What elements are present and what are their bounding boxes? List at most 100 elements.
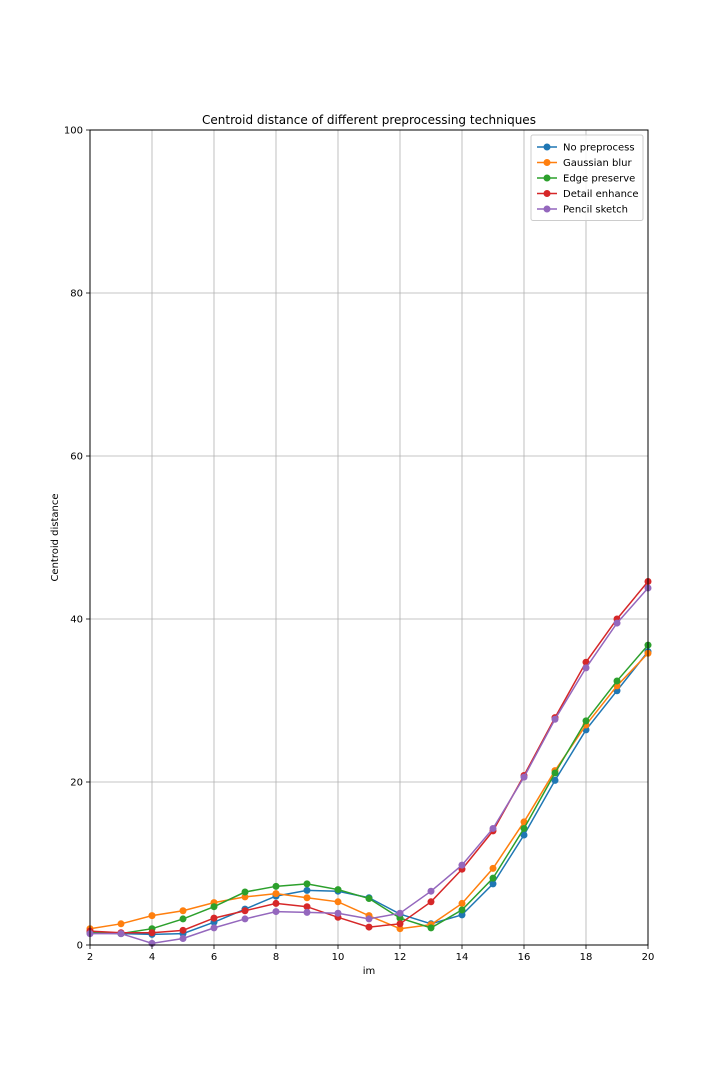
data-point — [272, 908, 280, 916]
legend-item: Detail enhance — [537, 189, 639, 200]
data-point — [365, 923, 373, 931]
data-point — [427, 924, 435, 932]
data-point — [613, 677, 621, 685]
legend-label: Pencil sketch — [563, 205, 628, 216]
data-point — [117, 920, 125, 928]
data-point — [303, 880, 311, 888]
series-gaussian-blur — [86, 649, 652, 933]
data-point — [489, 864, 497, 872]
x-tick-label: 12 — [394, 952, 407, 963]
x-axis-label: im — [363, 966, 376, 977]
data-point — [458, 861, 466, 869]
data-point — [551, 769, 559, 777]
legend-item: Pencil sketch — [537, 205, 628, 216]
legend-item: Edge preserve — [537, 174, 635, 185]
legend-marker — [543, 190, 551, 197]
y-tick-label: 100 — [64, 126, 83, 137]
data-point — [458, 911, 466, 919]
data-point — [241, 907, 249, 915]
legend-item: Gaussian blur — [537, 158, 633, 169]
data-point — [272, 890, 280, 898]
data-point — [179, 934, 187, 942]
data-point — [427, 887, 435, 895]
series-line — [89, 652, 649, 930]
data-point — [520, 818, 528, 826]
data-point — [179, 907, 187, 915]
x-tick-label: 10 — [332, 952, 345, 963]
axis-ticks: 2 4 6 8 10 12 14 16 18 20 0 20 40 60 80 100 — [64, 126, 654, 964]
data-point — [551, 715, 559, 723]
data-point — [210, 903, 218, 911]
series-line — [89, 651, 649, 936]
series-lines — [86, 578, 652, 947]
legend-label: No preprocess — [563, 143, 635, 154]
legend-marker — [543, 205, 551, 213]
data-point — [489, 880, 497, 888]
legend-box — [530, 134, 644, 221]
data-point — [303, 894, 311, 902]
data-point — [551, 776, 559, 784]
data-point — [365, 895, 373, 903]
legend-label: Edge preserve — [563, 174, 635, 185]
data-point — [582, 717, 590, 725]
data-point — [303, 903, 311, 911]
data-point — [520, 831, 528, 839]
data-point — [489, 874, 497, 882]
legend-item: No preprocess — [537, 143, 635, 154]
data-point — [396, 914, 404, 922]
y-tick-label: 0 — [77, 941, 83, 952]
data-point — [582, 664, 590, 672]
data-point — [148, 912, 156, 920]
legend-label: Gaussian blur — [563, 158, 633, 169]
data-point — [396, 909, 404, 917]
series-pencil-sketch — [86, 584, 652, 947]
data-point — [520, 773, 528, 781]
data-point — [427, 898, 435, 906]
data-point — [210, 924, 218, 932]
data-point — [303, 886, 311, 894]
data-point — [396, 925, 404, 933]
y-axis-label: Centroid distance — [50, 493, 61, 581]
x-tick-label: 2 — [87, 952, 93, 963]
data-point — [210, 914, 218, 922]
data-point — [334, 909, 342, 917]
plot-frame — [89, 129, 649, 946]
x-tick-label: 6 — [211, 952, 217, 963]
data-point — [272, 899, 280, 907]
x-tick-label: 18 — [580, 952, 593, 963]
grid — [89, 129, 649, 946]
x-tick-label: 20 — [642, 952, 655, 963]
x-tick-label: 4 — [149, 952, 155, 963]
data-point — [396, 920, 404, 928]
data-point — [458, 906, 466, 914]
series-detail-enhance — [86, 578, 652, 937]
data-point — [365, 915, 373, 923]
x-tick-label: 14 — [456, 952, 469, 963]
series-edge-preserve — [86, 641, 652, 938]
data-point — [148, 929, 156, 937]
series-line — [89, 644, 649, 935]
data-point — [334, 886, 342, 894]
chart-title: Centroid distance of different preproces… — [202, 113, 536, 127]
data-point — [489, 824, 497, 832]
data-point — [303, 908, 311, 916]
legend-label: Detail enhance — [563, 189, 639, 200]
x-tick-label: 16 — [518, 952, 531, 963]
legend-marker — [543, 159, 551, 166]
y-tick-label: 60 — [70, 452, 83, 463]
data-point — [613, 619, 621, 627]
data-point — [241, 888, 249, 896]
data-point — [179, 926, 187, 934]
data-point — [241, 915, 249, 923]
legend: No preprocess Gaussian blur Edge preserve D… — [530, 134, 644, 221]
data-point — [117, 930, 125, 938]
data-point — [334, 898, 342, 906]
legend-marker — [543, 143, 551, 151]
data-point — [520, 824, 528, 832]
y-tick-label: 40 — [70, 615, 83, 626]
data-point — [582, 658, 590, 666]
y-tick-label: 20 — [70, 778, 83, 789]
x-tick-label: 8 — [273, 952, 279, 963]
